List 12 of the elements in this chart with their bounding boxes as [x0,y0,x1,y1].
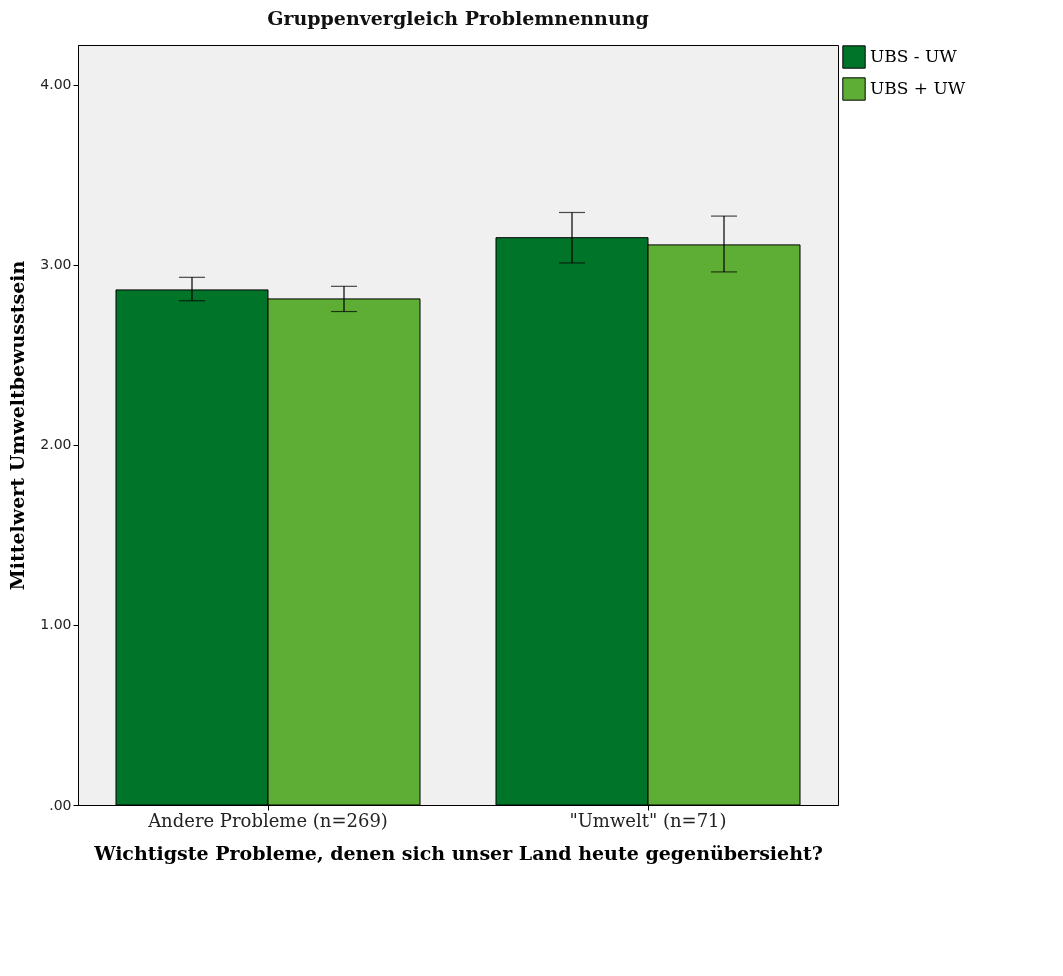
y-tick-label: .00 [49,796,72,813]
chart-title: Gruppenvergleich Problemnennung [267,7,649,29]
legend-label: UBS - UW [870,46,958,66]
y-tick-label: 1.00 [40,616,72,633]
x-axis-title: Wichtigste Probleme, denen sich unser Land heute gegenübersieht? [93,841,823,864]
y-tick-label: 3.00 [40,256,72,273]
y-axis-title: Mittelwert Umweltbewusstsein [6,260,29,591]
y-tick-label: 4.00 [40,76,72,93]
x-tick-label: Andere Probleme (n=269) [147,809,388,831]
legend-label: UBS + UW [870,78,966,98]
y-tick-label: 2.00 [40,436,72,453]
x-tick-label: "Umwelt" (n=71) [569,809,727,831]
